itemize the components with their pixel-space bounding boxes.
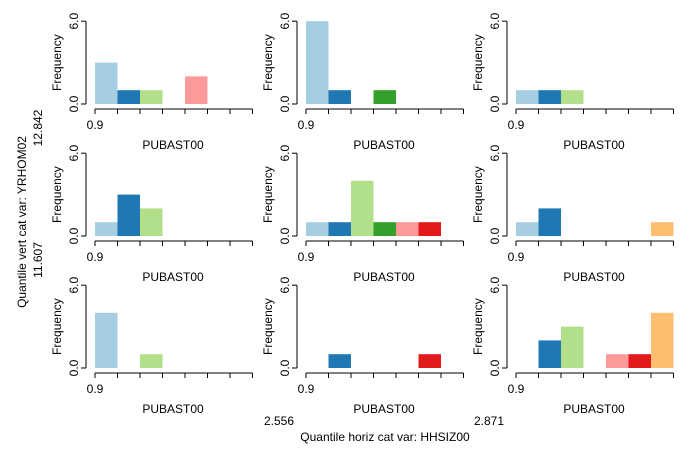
bar-r1-c0-bin1: [117, 194, 140, 236]
y-axis-label: Frequency: [50, 166, 64, 223]
bar-r1-c1-bin5: [418, 222, 441, 236]
bar-r1-c2-bin1: [538, 208, 561, 236]
y-tick-label: 6.0: [67, 13, 81, 30]
x-axis-label: PUBAST00: [353, 270, 415, 284]
x-tick-label: 0.9: [87, 250, 104, 264]
bar-r2-c1-bin5: [418, 354, 441, 368]
bar-r2-c0-bin2: [140, 354, 163, 368]
col-break-label-1: 2.556: [264, 414, 294, 428]
y-tick-label: 6.0: [488, 277, 502, 294]
bar-r2-c2-bin2: [561, 326, 584, 368]
y-tick-label: 6.0: [67, 145, 81, 162]
y-tick-label: 6.0: [488, 13, 502, 30]
x-tick-label: 0.9: [508, 382, 525, 396]
x-axis-label: PUBAST00: [563, 270, 625, 284]
y-tick-label: 0.0: [278, 95, 292, 112]
y-axis-label: Frequency: [50, 298, 64, 355]
bar-r0-c1-bin0: [306, 21, 329, 105]
x-axis-label: PUBAST00: [353, 402, 415, 416]
x-tick-label: 0.9: [508, 118, 525, 132]
y-axis-label: Frequency: [261, 166, 275, 223]
bar-r1-c1-bin4: [396, 222, 419, 236]
bar-r2-c0-bin0: [95, 312, 118, 368]
y-tick-label: 6.0: [278, 13, 292, 30]
x-axis-label: PUBAST00: [563, 138, 625, 152]
y-tick-label: 0.0: [488, 359, 502, 376]
y-tick-label: 6.0: [278, 145, 292, 162]
y-axis-label: Frequency: [261, 298, 275, 355]
y-axis-label: Frequency: [471, 34, 485, 91]
bar-r1-c0-bin2: [140, 208, 163, 236]
bar-r1-c2-bin0: [516, 222, 539, 236]
outer-x-label: Quantile horiz cat var: HHSIZ00: [300, 430, 470, 444]
y-tick-label: 0.0: [488, 227, 502, 244]
x-tick-label: 0.9: [87, 382, 104, 396]
x-tick-label: 0.9: [508, 250, 525, 264]
x-tick-label: 0.9: [298, 118, 315, 132]
x-axis-label: PUBAST00: [563, 402, 625, 416]
bar-r0-c2-bin0: [516, 90, 539, 104]
x-axis-label: PUBAST00: [142, 270, 204, 284]
bar-r1-c2-bin6: [651, 222, 674, 236]
x-tick-label: 0.9: [87, 118, 104, 132]
bar-r1-c0-bin0: [95, 222, 118, 236]
bar-r2-c2-bin4: [606, 354, 629, 368]
bar-r1-c1-bin0: [306, 222, 329, 236]
y-axis-label: Frequency: [261, 34, 275, 91]
bar-r2-c1-bin1: [328, 354, 351, 368]
row-break-label-1: 12.842: [31, 109, 45, 146]
y-tick-label: 0.0: [67, 227, 81, 244]
bar-r1-c1-bin1: [328, 222, 351, 236]
y-tick-label: 0.0: [278, 359, 292, 376]
bar-r2-c2-bin6: [651, 312, 674, 368]
col-break-label-2: 2.871: [474, 414, 504, 428]
outer-labels-layer: Quantile horiz cat var: HHSIZ00 Quantile…: [15, 109, 504, 444]
bar-r0-c0-bin1: [117, 90, 140, 104]
y-tick-label: 6.0: [67, 277, 81, 294]
y-tick-label: 0.0: [278, 227, 292, 244]
y-axis-label: Frequency: [471, 298, 485, 355]
y-tick-label: 6.0: [488, 145, 502, 162]
outer-y-label: Quantile vert cat var: YRHOM02: [15, 136, 29, 308]
y-tick-label: 0.0: [67, 95, 81, 112]
bar-r0-c1-bin3: [373, 90, 396, 104]
bar-r2-c2-bin5: [628, 354, 651, 368]
x-axis-label: PUBAST00: [142, 138, 204, 152]
y-tick-label: 0.0: [488, 95, 502, 112]
bar-r0-c0-bin0: [95, 62, 118, 104]
bar-r1-c1-bin2: [351, 180, 374, 236]
y-tick-label: 6.0: [278, 277, 292, 294]
x-tick-label: 0.9: [298, 382, 315, 396]
x-tick-label: 0.9: [298, 250, 315, 264]
y-axis-label: Frequency: [50, 34, 64, 91]
y-axis-label: Frequency: [471, 166, 485, 223]
bar-r0-c0-bin4: [185, 76, 208, 104]
y-tick-label: 0.0: [67, 359, 81, 376]
panels-layer: 0.06.0Frequency0.9PUBAST000.06.0Frequenc…: [50, 13, 674, 416]
bar-r0-c2-bin1: [538, 90, 561, 104]
row-break-label-2: 11.607: [31, 242, 45, 278]
bar-r1-c1-bin3: [373, 222, 396, 236]
bar-r0-c0-bin2: [140, 90, 163, 104]
bar-r0-c1-bin1: [328, 90, 351, 104]
x-axis-label: PUBAST00: [142, 402, 204, 416]
bar-r2-c2-bin1: [538, 340, 561, 368]
bar-r0-c2-bin2: [561, 90, 584, 104]
x-axis-label: PUBAST00: [353, 138, 415, 152]
